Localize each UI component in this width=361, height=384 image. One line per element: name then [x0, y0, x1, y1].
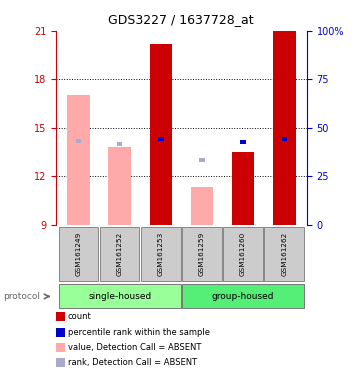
- Bar: [108, 147, 131, 225]
- Bar: [149, 44, 172, 225]
- FancyBboxPatch shape: [59, 284, 180, 308]
- Text: GSM161259: GSM161259: [199, 232, 205, 276]
- Text: GSM161260: GSM161260: [240, 232, 246, 276]
- Bar: [273, 31, 296, 225]
- FancyBboxPatch shape: [141, 227, 180, 281]
- Text: rank, Detection Call = ABSENT: rank, Detection Call = ABSENT: [68, 358, 197, 367]
- Bar: [76, 139, 81, 142]
- FancyBboxPatch shape: [59, 227, 98, 281]
- Bar: [232, 152, 255, 225]
- Bar: [191, 187, 213, 225]
- FancyBboxPatch shape: [182, 227, 222, 281]
- FancyBboxPatch shape: [182, 284, 304, 308]
- Text: count: count: [68, 312, 92, 321]
- FancyBboxPatch shape: [265, 227, 304, 281]
- Text: value, Detection Call = ABSENT: value, Detection Call = ABSENT: [68, 343, 201, 352]
- Bar: [67, 95, 90, 225]
- Text: percentile rank within the sample: percentile rank within the sample: [68, 328, 210, 337]
- Bar: [240, 140, 246, 144]
- FancyBboxPatch shape: [223, 227, 263, 281]
- Text: single-housed: single-housed: [88, 291, 151, 301]
- FancyBboxPatch shape: [100, 227, 139, 281]
- Text: group-housed: group-housed: [212, 291, 274, 301]
- Bar: [199, 158, 205, 162]
- Text: GSM161262: GSM161262: [281, 232, 287, 276]
- Bar: [158, 137, 164, 141]
- Bar: [282, 137, 287, 141]
- Text: GSM161252: GSM161252: [117, 232, 123, 276]
- Text: protocol: protocol: [4, 292, 40, 301]
- Bar: [117, 142, 122, 146]
- Text: GSM161253: GSM161253: [158, 232, 164, 276]
- Text: GDS3227 / 1637728_at: GDS3227 / 1637728_at: [108, 13, 253, 26]
- Text: GSM161249: GSM161249: [75, 232, 82, 276]
